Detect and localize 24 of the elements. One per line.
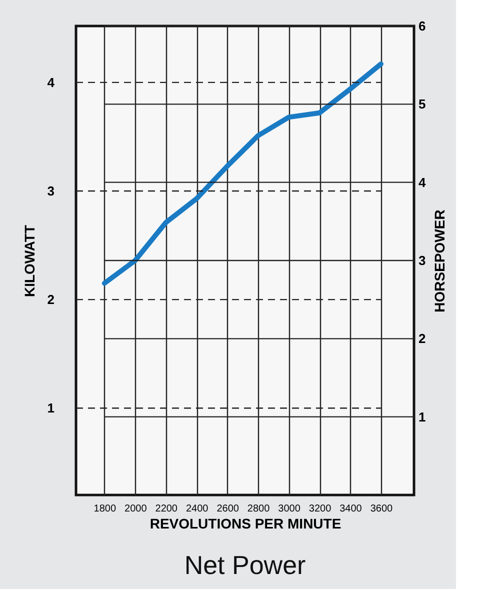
x-tick-label: 2600 [216,504,240,514]
x-axis-title: REVOLUTIONS PER MINUTE [150,516,342,532]
y-axis-title: KILOWATT [21,224,38,298]
x-tick-label: 1800 [94,504,116,514]
y2-tick-label: 4 [418,174,426,190]
y2-tick-label: 2 [418,331,426,346]
text: Net Power [184,550,306,580]
y-tick-label: 3 [47,184,54,199]
y2-tick-label: 3 [418,253,426,268]
y-tick-label: 2 [47,292,54,308]
y2-axis-title: HORSEPOWER [432,210,448,312]
y2-tick-label: 1 [418,409,426,424]
x-tick-label: 2800 [247,504,270,514]
y2-tick-label: 6 [418,18,426,34]
x-tick-label: 3200 [308,504,332,514]
x-tick-label: 3600 [370,504,394,514]
x-tick-label: 2000 [124,504,148,514]
y2-tick-label: 5 [418,96,426,112]
x-tick-label: 2400 [186,504,209,514]
y-tick-label: 1 [47,400,54,416]
x-tick-label: 2200 [155,504,178,514]
x-tick-label: 3400 [340,504,362,514]
y-tick-label: 4 [47,74,56,90]
x-tick-label: 3000 [278,504,301,514]
